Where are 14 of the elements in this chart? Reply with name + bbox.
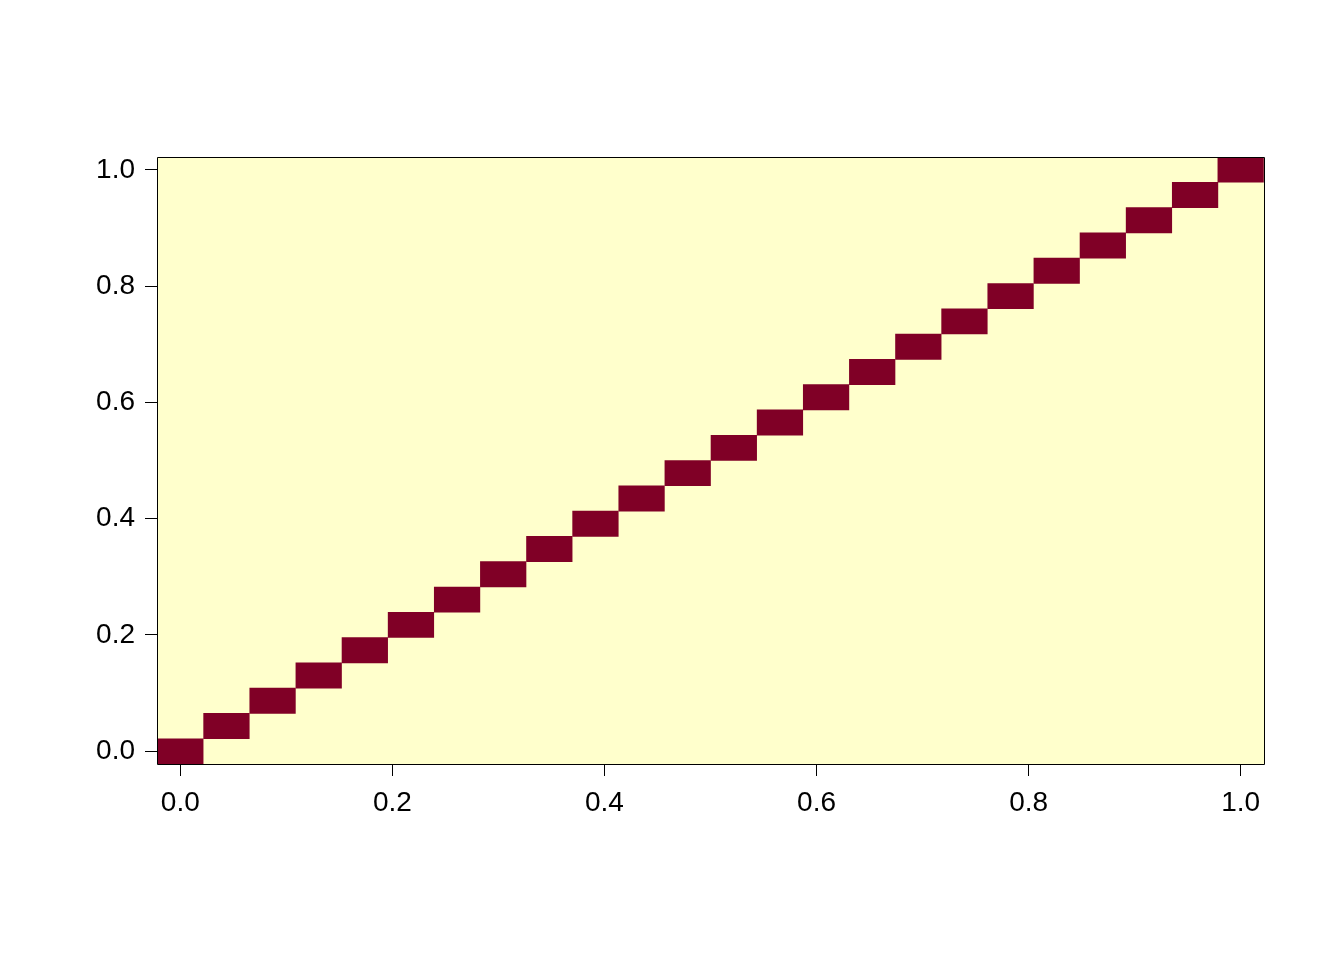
x-tick-label: 0.8 bbox=[1009, 785, 1049, 817]
bar bbox=[295, 662, 342, 689]
y-tick-label: 1.0 bbox=[96, 152, 135, 184]
y-tick-label: 0.4 bbox=[96, 501, 135, 533]
x-tick-label: 1.0 bbox=[1221, 785, 1261, 817]
bar bbox=[1079, 232, 1126, 259]
y-tick-label: 0.6 bbox=[96, 385, 135, 417]
y-tick-label: 0.8 bbox=[96, 268, 135, 300]
y-tick-label: 0.2 bbox=[96, 617, 135, 649]
x-tick-label: 0.2 bbox=[372, 785, 412, 817]
x-tick-label: 0.6 bbox=[797, 785, 836, 817]
y-tick-label: 0.0 bbox=[96, 733, 135, 765]
x-tick-label: 0.0 bbox=[160, 785, 200, 817]
x-tick-label: 0.4 bbox=[585, 785, 624, 817]
